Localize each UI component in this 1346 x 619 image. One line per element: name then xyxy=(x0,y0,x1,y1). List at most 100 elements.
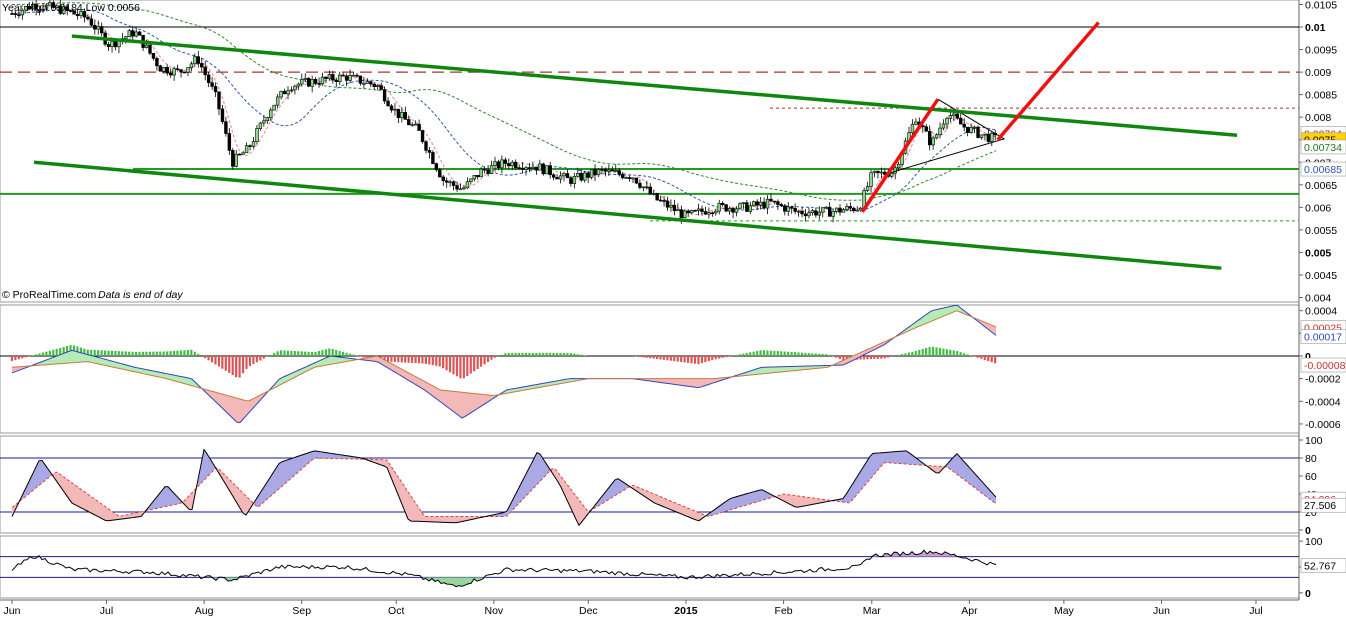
bear-candle xyxy=(65,6,69,11)
macd-cloud-segment xyxy=(123,364,126,370)
stochastic-cloud-segment xyxy=(441,516,444,523)
stochastic-cloud-segment xyxy=(612,479,615,498)
macd-histogram-bar xyxy=(718,355,721,359)
macd-histogram-bar xyxy=(738,354,741,356)
macd-histogram-bar xyxy=(317,351,321,356)
macd-histogram-bar xyxy=(963,353,966,356)
macd-histogram-bar xyxy=(462,355,465,379)
bull-candle xyxy=(110,41,114,47)
bull-candle xyxy=(990,132,994,142)
bull-candle xyxy=(41,8,45,11)
macd-histogram-bar xyxy=(107,350,110,356)
macd-histogram-bar xyxy=(231,355,234,376)
macd-histogram-bar xyxy=(276,351,279,356)
bear-candle xyxy=(210,82,214,87)
macd-cloud-segment xyxy=(693,378,696,388)
stochastic-cloud-segment xyxy=(669,500,672,511)
bear-candle xyxy=(779,204,784,207)
stochastic-cloud-segment xyxy=(552,468,555,478)
bear-candle xyxy=(852,207,856,212)
macd-histogram-bar xyxy=(304,351,307,356)
bear-candle xyxy=(389,105,394,111)
macd-cloud-segment xyxy=(672,378,675,385)
rsi-overbought-zone xyxy=(930,551,933,557)
bull-candle xyxy=(614,170,618,172)
macd-tick-label: -0.0006 xyxy=(1305,419,1341,431)
macd-cloud-segment xyxy=(105,359,108,367)
bear-candle xyxy=(382,89,387,102)
stochastic-cloud-segment xyxy=(114,512,117,521)
macd-histogram-bar xyxy=(34,354,38,356)
stochastic-cloud-segment xyxy=(534,452,537,488)
bull-candle xyxy=(241,152,245,155)
macd-cloud-segment xyxy=(57,354,60,364)
macd-histogram-bar xyxy=(193,351,196,356)
bear-candle xyxy=(679,209,684,218)
macd-histogram-bar xyxy=(179,350,183,356)
stochastic-cloud-segment xyxy=(618,478,621,494)
stochastic-cloud-segment xyxy=(312,450,315,461)
stochastic-cloud-segment xyxy=(426,516,429,522)
stochastic-cloud-segment xyxy=(675,502,678,513)
bear-candle xyxy=(13,13,18,15)
macd-cloud-segment xyxy=(753,369,756,375)
bull-candle xyxy=(748,205,753,212)
rsi-line xyxy=(11,549,997,588)
stochastic-cloud-segment xyxy=(117,515,120,520)
stochastic-cloud-segment xyxy=(186,495,189,510)
bear-candle xyxy=(344,75,349,81)
macd-histogram-bar xyxy=(956,351,959,356)
stochastic-cloud-segment xyxy=(225,475,228,489)
bull-candle xyxy=(669,204,673,208)
rsi-overbought-zone xyxy=(885,553,888,557)
bull-candle xyxy=(941,123,946,129)
rsi-oversold-zone xyxy=(450,577,453,585)
macd-histogram-bar xyxy=(783,351,786,356)
macd-histogram-bar xyxy=(749,352,752,356)
stochastic-cloud-segment xyxy=(936,466,939,474)
macd-histogram-bar xyxy=(662,355,666,360)
macd-tick-label: 0.0004 xyxy=(1305,306,1337,318)
stochastic-cloud-segment xyxy=(537,452,540,485)
bear-candle xyxy=(486,169,490,174)
x-tick-label: Nov xyxy=(485,605,504,617)
bear-candle xyxy=(441,176,445,182)
macd-cloud-segment xyxy=(543,382,546,387)
bull-candle xyxy=(752,201,756,207)
macd-histogram-bar xyxy=(269,354,272,356)
bear-candle xyxy=(10,13,14,15)
rsi-panel xyxy=(0,549,1299,588)
bull-candle xyxy=(624,177,628,179)
macd-cloud-segment xyxy=(372,356,375,362)
stochastic-cloud-segment xyxy=(798,495,801,508)
x-tick-label: May xyxy=(1054,605,1075,617)
stochastic-tick-label: 20 xyxy=(1305,507,1317,519)
rsi-oversold-zone xyxy=(453,577,456,587)
macd-cloud-segment xyxy=(345,357,348,362)
bear-candle xyxy=(610,169,615,172)
macd-cloud-segment xyxy=(561,379,564,384)
stochastic-cloud-segment xyxy=(168,486,171,507)
macd-cloud-segment xyxy=(516,387,519,392)
bull-candle xyxy=(410,124,414,126)
stochastic-cloud-segment xyxy=(162,486,165,508)
bull-candle xyxy=(758,201,763,206)
bear-candle xyxy=(555,176,559,180)
price-tick-label: 0.0095 xyxy=(1305,45,1337,57)
bull-candle xyxy=(765,198,770,209)
macd-histogram-bar xyxy=(414,355,417,364)
macd-histogram-bar xyxy=(38,353,41,356)
stochastic-tick-label: 0 xyxy=(1305,525,1311,537)
macd-histogram-bar xyxy=(152,351,155,356)
macd-histogram-bar xyxy=(442,355,445,369)
macd-cloud-segment xyxy=(246,400,249,416)
stochastic-tick-label: 100 xyxy=(1305,435,1323,447)
stochastic-cloud-segment xyxy=(105,506,108,521)
bull-candle xyxy=(293,85,297,91)
macd-histogram-bar xyxy=(904,353,907,356)
macd-cloud-segment xyxy=(279,377,282,386)
bull-candle xyxy=(807,212,811,217)
stochastic-cloud-segment xyxy=(93,497,96,516)
bull-candle xyxy=(786,206,790,212)
macd-histogram-bar xyxy=(445,355,448,371)
